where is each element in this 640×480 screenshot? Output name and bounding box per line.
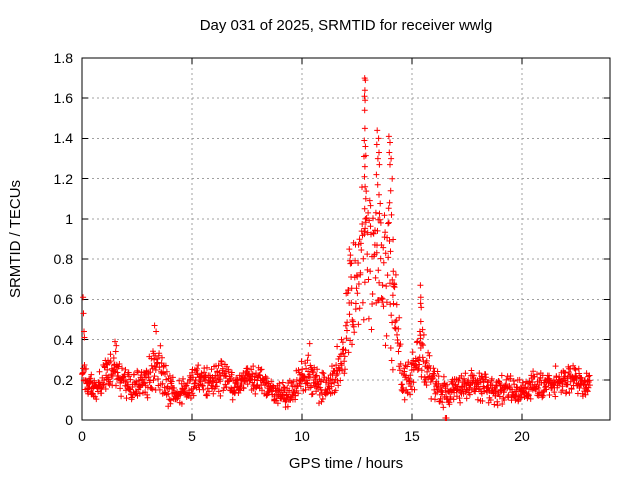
y-tick-label: 1.6	[53, 90, 73, 107]
chart-title: Day 031 of 2025, SRMTID for receiver wwl…	[199, 17, 493, 34]
scatter-peak-points	[80, 75, 450, 421]
x-tick-label: 15	[404, 428, 420, 444]
axis-ticks	[81, 57, 610, 421]
y-tick-label: 0	[65, 412, 73, 428]
x-tick-label: 10	[294, 428, 310, 444]
x-tick-label: 0	[78, 428, 86, 444]
y-tick-label: 1.4	[53, 130, 73, 147]
y-tick-label: 1.2	[53, 170, 73, 187]
y-tick-label: 1	[65, 210, 73, 227]
y-axis-label: SRMTID / TECUs	[7, 179, 24, 299]
scatter-points	[79, 152, 593, 411]
grid-lines	[82, 58, 610, 420]
x-tick-label: 20	[514, 428, 530, 444]
x-tick-label: 5	[188, 428, 196, 444]
y-tick-label: 0.2	[53, 371, 73, 388]
y-tick-label: 0.8	[53, 251, 73, 268]
y-tick-label: 0.4	[53, 331, 73, 348]
x-axis-label: GPS time / hours	[288, 455, 404, 472]
y-tick-label: 1.8	[53, 50, 73, 66]
y-tick-label: 0.6	[53, 291, 73, 308]
plot-border	[81, 57, 611, 421]
